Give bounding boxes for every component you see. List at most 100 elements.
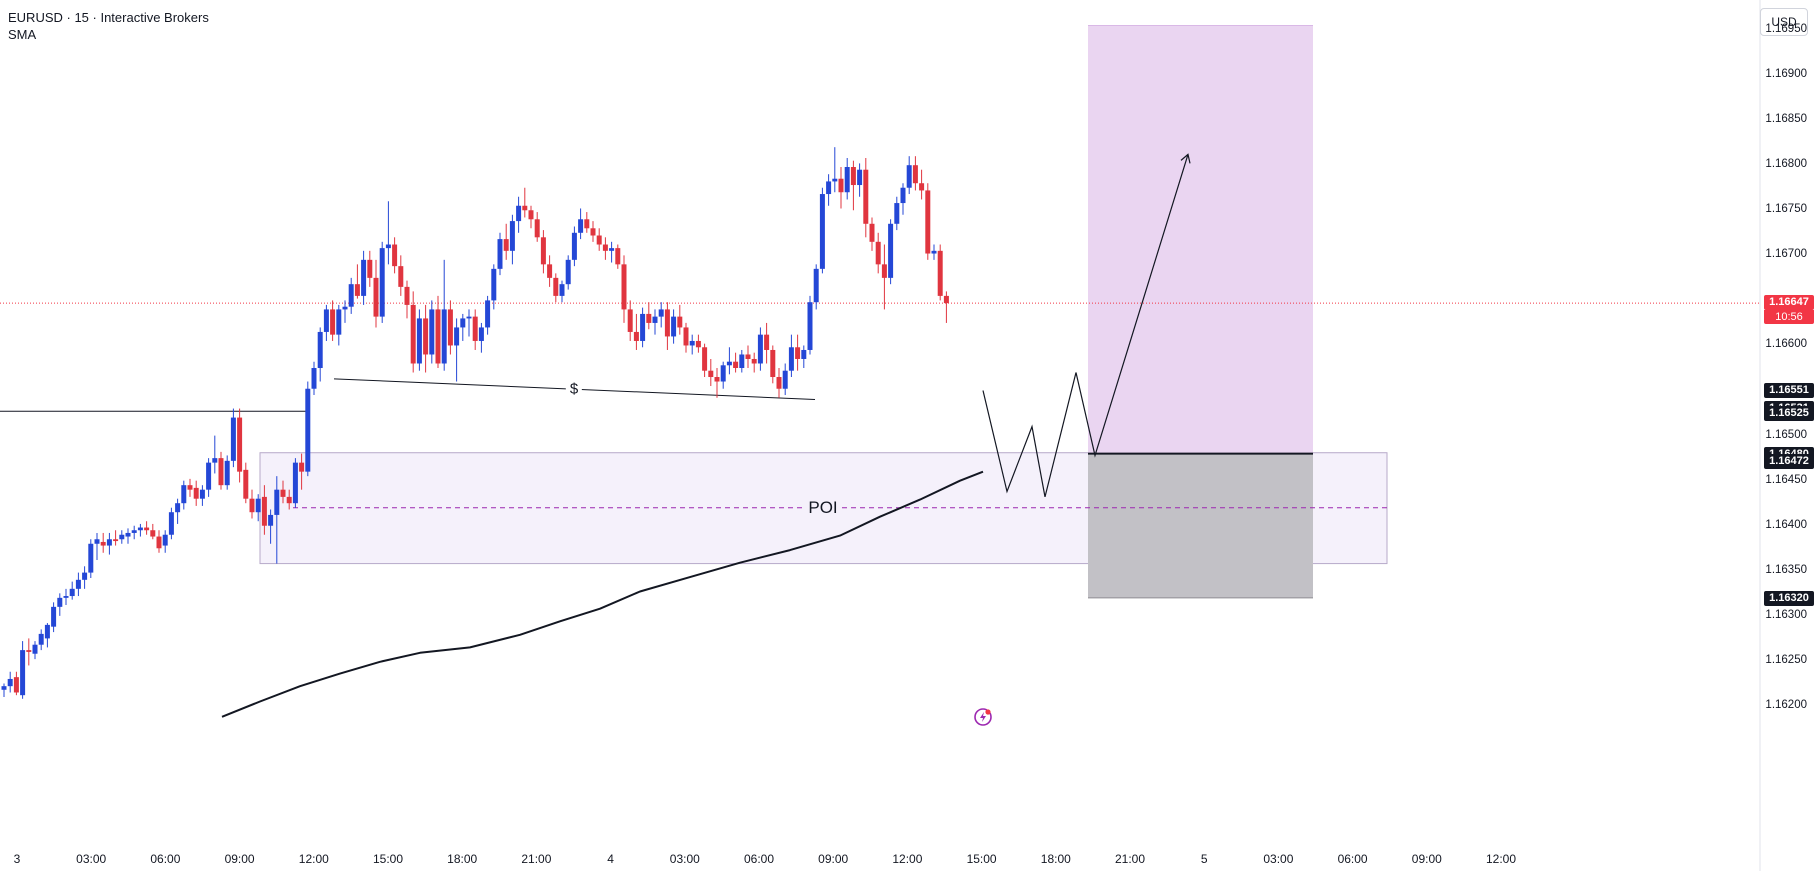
candle-body	[689, 340, 695, 346]
candle-body	[516, 205, 522, 222]
candle-body	[801, 349, 807, 359]
candle-body	[937, 250, 943, 296]
time-tick: 18:00	[447, 852, 478, 866]
candle-body	[739, 354, 745, 368]
candle-body	[943, 295, 949, 304]
time-tick: 12:00	[298, 852, 329, 866]
indicator-label[interactable]: SMA	[8, 27, 37, 42]
price-tick: 1.16950	[1765, 23, 1807, 35]
sma-layer	[221, 470, 984, 718]
candle-body	[844, 167, 850, 193]
candle-body	[113, 539, 119, 542]
candle-body	[429, 309, 435, 355]
candle-body	[435, 309, 441, 364]
price-tick: 1.16750	[1765, 203, 1807, 216]
candle-body	[63, 596, 69, 598]
candle-body	[838, 178, 844, 193]
candle-body	[466, 316, 472, 319]
candle-body	[869, 223, 875, 242]
candle-body	[423, 318, 429, 355]
candle-body	[664, 309, 670, 337]
candle-body	[100, 541, 106, 546]
candle-body	[292, 462, 298, 504]
candle-body	[788, 347, 794, 371]
candle-body	[1, 686, 7, 690]
candle-body	[199, 489, 205, 499]
price-tick: 1.16300	[1765, 608, 1807, 621]
symbol-title[interactable]: EURUSD · 15 · Interactive Brokers	[8, 10, 209, 25]
candle-body	[733, 361, 739, 368]
candle-body	[336, 309, 342, 335]
stop-zone	[1088, 453, 1313, 598]
candle-body	[286, 496, 292, 504]
candle-body	[888, 223, 894, 278]
target-zone	[1088, 25, 1313, 454]
candle-body	[826, 181, 832, 195]
candle-body	[565, 259, 571, 285]
drawings-layer	[982, 153, 1191, 498]
candle-body	[764, 334, 770, 350]
candle-body	[88, 543, 94, 573]
candle-body	[181, 485, 187, 504]
sma-line	[221, 470, 984, 718]
candle-body	[392, 244, 398, 267]
time-tick: 09:00	[818, 852, 849, 866]
candle-body	[857, 169, 863, 186]
candles-layer	[1, 147, 949, 699]
zones-layer	[259, 24, 1388, 599]
candle-body	[708, 370, 714, 378]
candle-body	[547, 264, 553, 278]
price-tick: 1.16850	[1765, 113, 1807, 126]
candle-body	[491, 268, 497, 301]
replay-icon[interactable]	[974, 708, 992, 726]
time-tick: 12:00	[1485, 852, 1517, 866]
currency-button[interactable]: USD	[1760, 8, 1808, 36]
time-tick: 21:00	[521, 852, 552, 866]
candle-body	[361, 259, 367, 296]
price-tick: 1.16350	[1765, 563, 1807, 576]
candle-body	[894, 203, 900, 224]
price-tick: 1.16200	[1765, 699, 1807, 711]
candle-body	[206, 462, 212, 490]
price-tag: 1.16551	[1764, 382, 1814, 398]
candle-body	[280, 489, 286, 497]
candle-body	[94, 539, 100, 544]
candle-body	[348, 284, 354, 307]
candle-body	[503, 239, 509, 251]
candle-body	[367, 259, 373, 278]
candle-body	[441, 309, 447, 364]
candle-body	[609, 248, 615, 251]
candle-body	[745, 354, 751, 359]
price-tag: 1.16472	[1764, 453, 1814, 469]
candle-body	[770, 349, 776, 378]
candle-body	[875, 241, 881, 265]
price-tick: 1.16400	[1765, 518, 1807, 531]
candle-body	[237, 417, 243, 472]
candle-body	[32, 644, 38, 654]
candle-body	[7, 678, 13, 687]
candle-body	[795, 347, 801, 359]
candle-body	[342, 306, 348, 310]
candle-body	[398, 266, 404, 287]
candle-body	[578, 219, 584, 233]
price-tick: 1.16700	[1765, 248, 1807, 261]
candle-body	[144, 527, 150, 531]
candle-body	[509, 221, 515, 251]
candle-body	[150, 530, 156, 537]
candle-body	[807, 302, 813, 350]
candle-body	[243, 469, 249, 499]
price-tick: 1.16500	[1765, 428, 1807, 441]
time-tick: 03:00	[669, 852, 700, 866]
candle-body	[416, 318, 422, 364]
time-tick: 06:00	[743, 852, 775, 866]
candle-body	[379, 248, 385, 317]
candle-body	[323, 309, 329, 332]
candle-body	[757, 334, 763, 364]
candle-body	[621, 264, 627, 310]
candle-body	[404, 286, 410, 305]
candle-body	[652, 316, 658, 323]
candle-body	[534, 219, 540, 238]
candle-body	[119, 534, 125, 540]
candle-body	[919, 183, 925, 191]
